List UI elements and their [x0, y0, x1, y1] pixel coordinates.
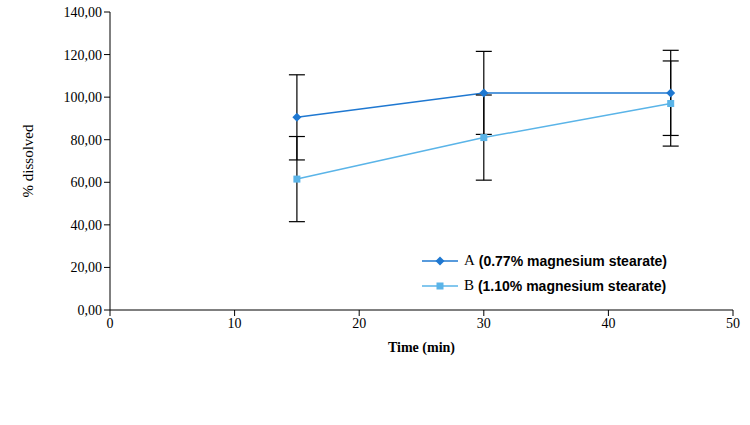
svg-text:50: 50 — [726, 316, 740, 331]
svg-text:40,00: 40,00 — [71, 218, 103, 233]
html-text:B (1.10% magnesium stearate): B (1.10% magnesium stearate) — [464, 277, 667, 294]
svg-text:0: 0 — [107, 316, 114, 331]
svg-text:10: 10 — [228, 316, 242, 331]
svg-text:60,00: 60,00 — [71, 175, 103, 190]
svg-text:20,00: 20,00 — [71, 260, 103, 275]
svg-text:100,00: 100,00 — [64, 90, 103, 105]
svg-text:% dissolved: % dissolved — [20, 124, 36, 197]
svg-text:80,00: 80,00 — [71, 133, 103, 148]
svg-text:140,00: 140,00 — [64, 5, 103, 20]
svg-text:30: 30 — [477, 316, 491, 331]
svg-text:Time (min): Time (min) — [388, 340, 455, 356]
svg-text:120,00: 120,00 — [64, 48, 103, 63]
svg-text:0,00: 0,00 — [78, 303, 103, 318]
html-text:A (0.77% magnesium stearate): A (0.77% magnesium stearate) — [464, 252, 667, 269]
svg-text:20: 20 — [352, 316, 366, 331]
svg-text:40: 40 — [601, 316, 615, 331]
